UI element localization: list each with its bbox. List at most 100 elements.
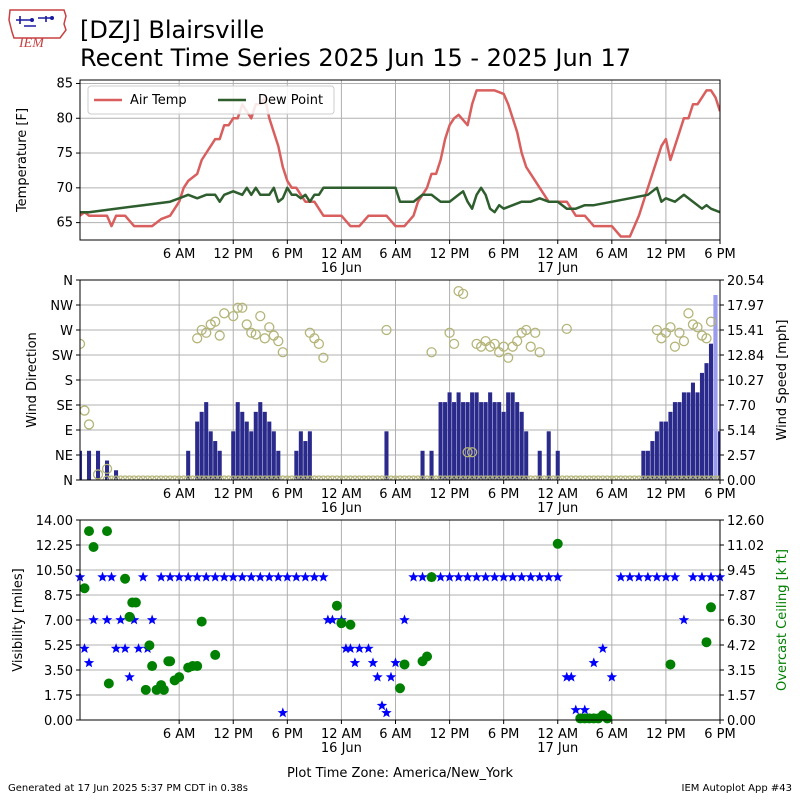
ceiling-point [210,649,221,660]
wind-direction-point [683,308,694,319]
visibility-point [146,614,158,625]
visibility-tick-label: 7.00 [44,614,73,629]
x-tick-label: 12 AM [537,247,578,262]
wind-direction-calm-marker [665,475,676,480]
visibility-point [201,571,212,582]
wind-direction-calm-marker [476,475,486,480]
wind-speed-bar [663,421,668,480]
wind-direction-calm-marker [710,475,720,480]
wind-direction-calm-marker [372,475,383,480]
wind-direction-point [201,327,212,338]
wind-direction-point [462,447,473,458]
wind-speed-axis-label: Wind Speed [mph] [775,320,790,441]
wind-direction-calm-marker [526,475,536,480]
wind-direction-calm-marker [584,475,594,480]
speed-tick-label: 2.57 [727,449,756,464]
wind-direction-calm-marker [395,475,405,480]
visibility-point [606,671,618,682]
wind-speed-bar [204,402,209,480]
wind-direction-calm-marker [688,475,698,480]
wind-direction-point [264,322,275,333]
ceiling-tick-label: 1.57 [727,689,756,704]
wind-direction-calm-marker [210,475,220,480]
wind-speed-bar [271,431,276,480]
wind-speed-bar [645,450,650,480]
visibility-axis-label: Visibility [miles] [11,568,26,671]
visibility-point [119,643,131,653]
visibility-point [345,643,356,653]
wind-speed-bar [668,411,673,480]
wind-direction-calm-marker [152,475,162,480]
visibility-point [309,571,320,582]
wind-speed-bar [208,431,213,480]
wind-direction-calm-marker [215,475,225,480]
visibility-point [453,571,464,582]
visibility-point [615,571,627,582]
wind-direction-calm-marker [521,475,531,480]
wind-direction-calm-marker [593,475,603,480]
wind-direction-calm-marker [327,475,337,480]
wind-direction-point [255,310,266,322]
wind-direction-calm-marker [323,475,333,480]
wind-direction-calm-marker [291,475,301,480]
ceiling-point [79,583,90,594]
wind-speed-bar [461,402,466,480]
wind-direction-point [512,335,523,347]
wind-speed-bar [546,431,551,480]
visibility-point [525,571,536,582]
wind-direction-point [92,469,104,480]
visibility-point [133,643,144,653]
ceiling-point [174,672,185,683]
wind-speed-bar [465,402,470,480]
x-tick-sublabel: 17 Jun [537,261,578,276]
wind-direction-calm-marker [386,475,396,480]
ceiling-point [399,659,410,670]
wind-direction-calm-marker [138,475,148,480]
wind-direction-calm-marker [413,475,423,480]
visibility-point [678,614,690,625]
visibility-tick-label: 0.00 [44,714,73,729]
wind-direction-calm-marker [242,475,252,480]
y-tick-label: 70 [56,181,73,196]
wind-direction-calm-marker [701,475,712,480]
wind-direction-calm-marker [111,475,121,480]
visibility-point [579,704,590,715]
visibility-point [624,571,636,582]
x-tick-sublabel: 17 Jun [537,501,578,516]
wind-speed-bar [488,392,493,480]
x-tick-label: 12 AM [537,727,578,742]
ceiling-tick-label: 11.02 [727,539,764,554]
visibility-point [534,571,545,582]
visibility-point [597,643,608,653]
visibility-point [552,571,563,582]
wind-direction-calm-marker [435,475,446,480]
ceiling-point [345,619,356,630]
wind-direction-point [381,324,392,336]
speed-tick-label: 20.54 [727,274,764,289]
visibility-point [588,657,599,668]
wind-direction-calm-marker [544,475,554,480]
wind-direction-calm-marker [566,475,576,480]
wind-direction-calm-marker [404,475,414,480]
wind-direction-calm-marker [638,475,648,480]
x-tick-label: 6 PM [704,247,735,262]
wind-direction-calm-marker [611,475,621,480]
wind-direction-calm-marker [548,475,558,480]
wind-direction-calm-marker [481,475,491,480]
visibility-point [543,571,554,582]
wind-speed-bar [510,392,515,480]
wind-speed-bar [384,431,389,480]
x-tick-label: 6 PM [704,487,735,502]
wind-direction-calm-marker [179,475,189,480]
wind-direction-calm-marker [206,475,216,480]
wind-speed-bar [105,460,110,480]
visibility-tick-label: 1.75 [44,689,73,704]
chart-title: [DZJ] Blairsville [80,16,265,44]
wind-direction-calm-marker [237,475,247,480]
wind-direction-calm-marker [706,475,716,480]
wind-speed-bar [695,392,700,480]
wind-direction-calm-marker [535,475,545,480]
visibility-tick-label: 8.75 [44,589,73,604]
visibility-point [264,571,275,582]
ceiling-point [102,526,113,537]
